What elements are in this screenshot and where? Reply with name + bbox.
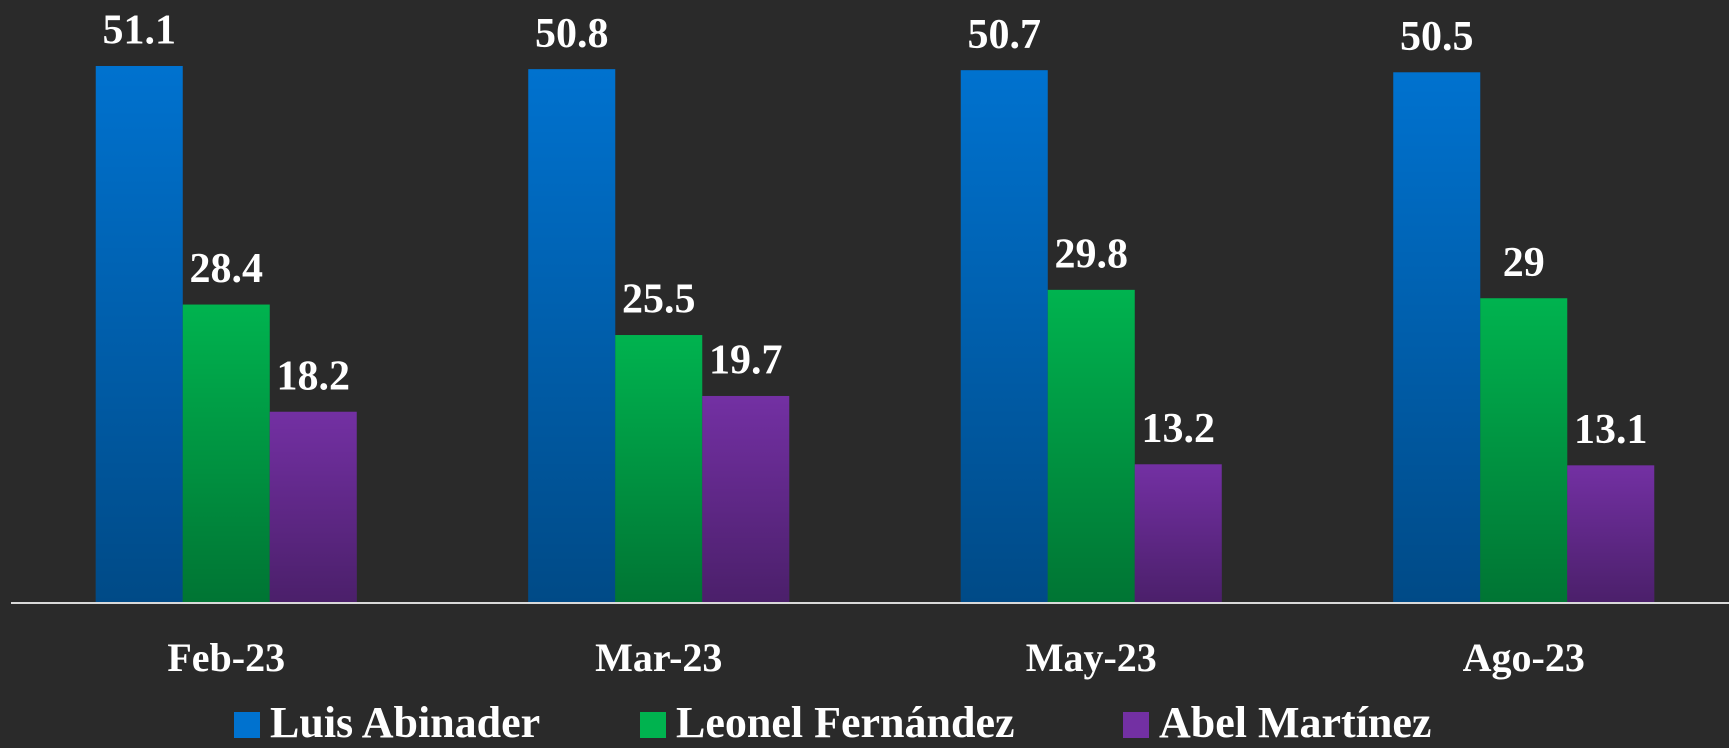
value-label: 13.1 bbox=[1574, 407, 1648, 453]
value-label: 13.2 bbox=[1142, 406, 1216, 452]
x-tick-label: Feb-23 bbox=[167, 635, 285, 680]
value-label: 19.7 bbox=[709, 338, 783, 384]
bar-shade bbox=[702, 395, 790, 603]
bar-shade bbox=[1393, 72, 1481, 604]
value-label: 50.7 bbox=[968, 12, 1042, 58]
bar-shade bbox=[960, 70, 1048, 604]
legend-swatch bbox=[640, 712, 666, 738]
bar-shade bbox=[615, 335, 703, 603]
legend-swatch bbox=[234, 712, 260, 738]
value-label: 50.5 bbox=[1400, 14, 1474, 60]
legend-swatch bbox=[1123, 712, 1149, 738]
x-tick-label: Ago-23 bbox=[1463, 635, 1585, 680]
bar-shade bbox=[1134, 464, 1222, 603]
x-tick-label: May-23 bbox=[1026, 635, 1157, 680]
value-label: 28.4 bbox=[190, 246, 264, 292]
value-label: 25.5 bbox=[622, 277, 696, 323]
value-label: 29.8 bbox=[1055, 231, 1129, 277]
x-tick-label: Mar-23 bbox=[595, 635, 722, 680]
legend-label: Abel Martínez bbox=[1159, 698, 1431, 747]
value-label: 18.2 bbox=[277, 353, 351, 399]
bar-shade bbox=[182, 304, 270, 603]
legend-label: Luis Abinader bbox=[270, 698, 540, 747]
bar-shade bbox=[95, 65, 183, 603]
bar-shade bbox=[1480, 298, 1568, 603]
bar-shade bbox=[1567, 465, 1655, 603]
value-label: 50.8 bbox=[535, 11, 609, 57]
value-label: 29 bbox=[1503, 240, 1545, 286]
bar-shade bbox=[528, 69, 616, 603]
value-label: 51.1 bbox=[103, 8, 177, 54]
legend-label: Leonel Fernández bbox=[676, 698, 1015, 747]
bar-shade bbox=[1047, 289, 1135, 603]
bar-shade bbox=[269, 411, 357, 603]
